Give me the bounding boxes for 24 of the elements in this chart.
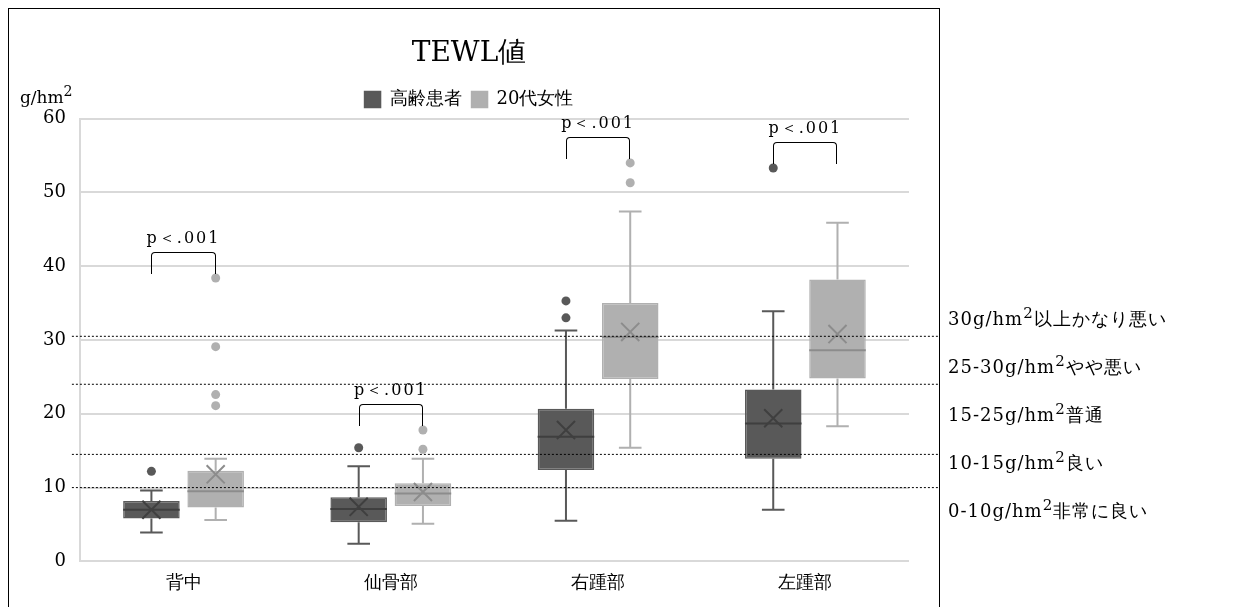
y-tick-label: 0	[54, 549, 66, 571]
y-tick-label: 50	[43, 180, 66, 202]
y-tick-label: 30	[43, 327, 66, 349]
annotation: p＜.001	[561, 112, 636, 134]
annotation: p＜.001	[768, 118, 843, 140]
x-tick-label: 右踵部	[571, 570, 626, 592]
chart-title: TEWL値	[411, 35, 527, 69]
legend-label: 20代女性	[496, 87, 574, 109]
annotation: p＜.001	[353, 380, 428, 402]
x-tick-label: 仙骨部	[363, 570, 418, 592]
y-axis-title: g/hm$^{2}$	[19, 82, 73, 107]
text: 30g/hm$^{2}$以上かなり悪い	[948, 304, 1167, 331]
y-tick-label: 60	[43, 106, 66, 128]
y-tick-label: 10	[43, 475, 66, 497]
y-tick-label: 40	[43, 253, 66, 275]
x-tick-label: 左踵部	[778, 570, 833, 592]
x-tick-label: 背中	[165, 570, 202, 592]
text: 15-25g/hm$^{2}$普通	[948, 400, 1104, 427]
text: 0-10g/hm$^{2}$非常に良い	[948, 496, 1149, 523]
legend-label: 高齢患者	[389, 87, 462, 109]
text: 25-30g/hm$^{2}$やや悪い	[948, 352, 1142, 379]
annotation: p＜.001	[146, 228, 221, 249]
y-tick-label: 20	[43, 401, 66, 423]
text: 10-15g/hm$^{2}$良い	[948, 448, 1104, 475]
